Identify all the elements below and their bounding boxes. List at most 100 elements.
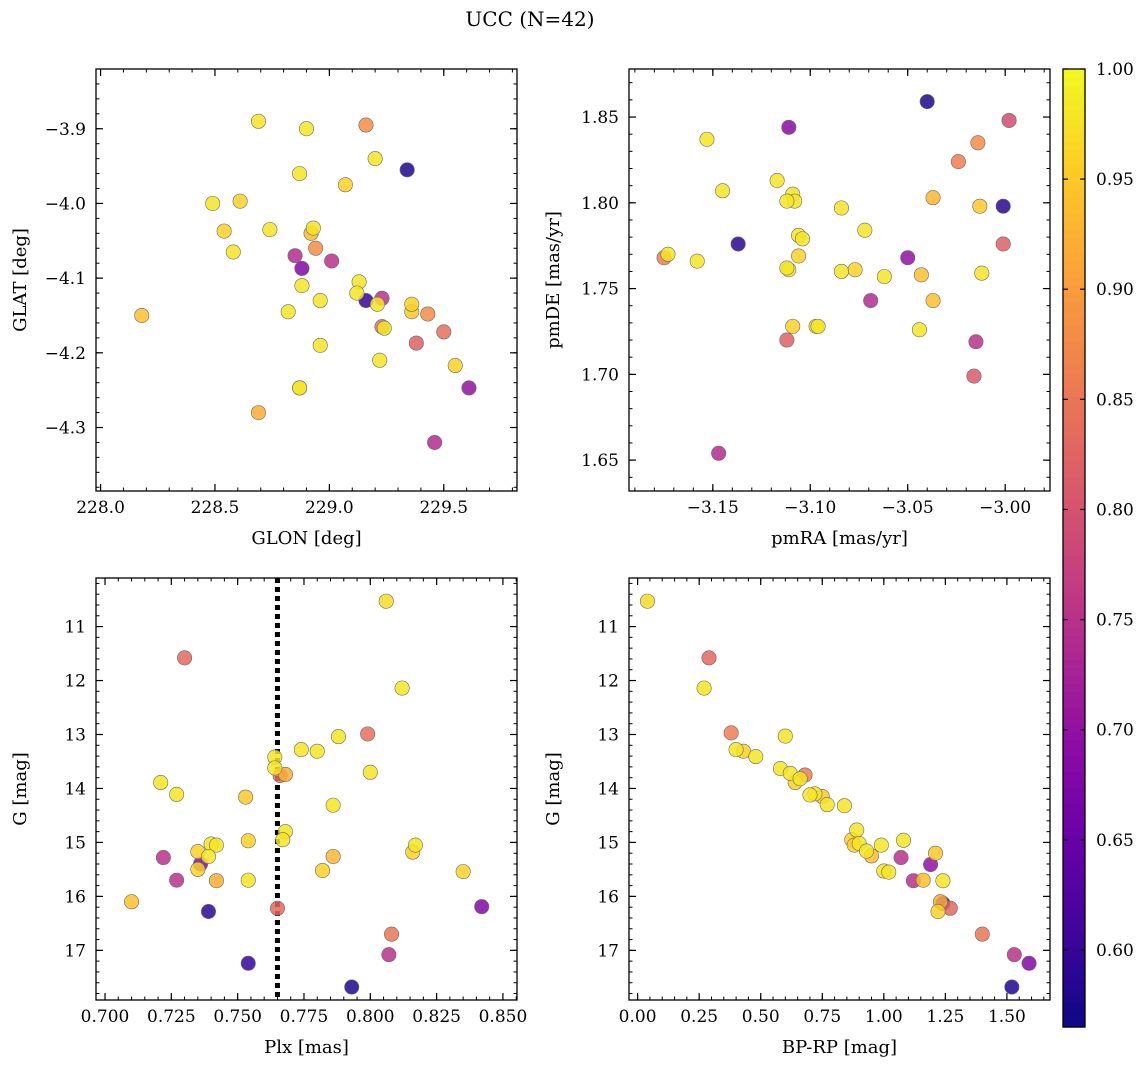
colorbar-tick-label: 0.85 (1096, 390, 1134, 410)
data-point (325, 848, 341, 864)
colorbar-segment (1063, 476, 1085, 485)
data-point (896, 832, 912, 848)
data-point (1001, 112, 1017, 128)
y-tick-label: 15 (597, 833, 619, 853)
data-point (153, 775, 169, 791)
y-tick-label: 11 (597, 618, 619, 638)
colorbar-segment (1063, 140, 1085, 150)
x-tick-label: 0.750 (213, 1007, 262, 1027)
colorbar-segment (1063, 851, 1085, 860)
x-axis-label: BP-RP [mag] (782, 1037, 897, 1058)
colorbar-segment (1063, 1003, 1085, 1012)
data-point (330, 729, 346, 745)
colorbar-segment (1063, 755, 1085, 765)
colorbar-segment (1063, 492, 1085, 501)
data-point (777, 728, 793, 744)
data-point (250, 113, 266, 129)
data-point (369, 296, 385, 312)
colorbar-segment (1063, 787, 1085, 797)
y-tick-label: 16 (597, 887, 619, 907)
x-tick-label: 0.850 (479, 1007, 528, 1027)
y-tick-label: 17 (64, 941, 86, 961)
colorbar-segment (1063, 827, 1085, 836)
data-point (950, 154, 966, 170)
data-point (699, 131, 715, 147)
data-point (367, 151, 383, 167)
colorbar-segment (1063, 891, 1085, 900)
data-point (455, 864, 471, 880)
colorbar-segment (1063, 100, 1085, 110)
data-point (925, 293, 941, 309)
x-tick-label: −3.00 (979, 498, 1031, 518)
colorbar-segment (1063, 244, 1085, 254)
data-point (1021, 955, 1037, 971)
x-tick-label: −3.10 (784, 498, 836, 518)
colorbar-segment (1063, 212, 1085, 222)
data-point (216, 223, 232, 239)
data-point (381, 947, 397, 963)
y-tick-label: 15 (64, 833, 86, 853)
colorbar-segment (1063, 428, 1085, 437)
colorbar-segment (1063, 963, 1085, 972)
data-point (200, 848, 216, 864)
colorbar-segment (1063, 516, 1085, 525)
panel-plx-g: 0.700 0.725 0.750 0.775 0.800 0.825 0.850 11 12 1… (10, 577, 528, 1058)
data-point (915, 872, 931, 888)
y-axis-label: GLAT [deg] (10, 228, 31, 332)
y-tick-label: 1.85 (581, 108, 619, 128)
y-tick-label: 17 (597, 941, 619, 961)
axes-frame (628, 68, 1051, 492)
data-point (358, 117, 374, 133)
colorbar-segment (1063, 707, 1085, 717)
data-point (995, 236, 1011, 252)
colorbar-segment (1063, 659, 1085, 669)
colorbar-segment (1063, 899, 1085, 908)
data-point (836, 798, 852, 814)
y-axis-label: G [mag] (10, 752, 31, 825)
data-point (205, 195, 221, 211)
data-point (155, 850, 171, 866)
data-point (208, 873, 224, 889)
x-axis-label: pmRA [mas/yr] (771, 528, 908, 549)
data-point (134, 307, 150, 323)
data-point (876, 269, 892, 285)
colorbar-segment (1063, 404, 1085, 413)
colorbar-segment (1063, 180, 1085, 190)
data-point (240, 872, 256, 888)
data-point (309, 743, 325, 759)
colorbar-segment (1063, 915, 1085, 924)
colorbar-segment (1063, 555, 1085, 565)
colorbar-segment (1063, 300, 1085, 310)
colorbar-segment (1063, 76, 1085, 86)
data-point (349, 285, 365, 301)
colorbar-segment (1063, 683, 1085, 693)
data-point (723, 725, 739, 741)
colorbar-tick-label: 0.90 (1096, 280, 1134, 300)
colorbar-segment (1063, 540, 1085, 549)
colorbar-segment (1063, 308, 1085, 318)
data-point (833, 200, 849, 216)
x-tick-label: 0.700 (81, 1007, 130, 1027)
x-tick-label: 0.725 (147, 1007, 196, 1027)
data-point (240, 833, 256, 849)
colorbar-segment (1063, 739, 1085, 749)
colorbar-segment (1063, 532, 1085, 541)
x-tick-label: 0.00 (619, 1007, 657, 1027)
colorbar-segment (1063, 867, 1085, 876)
data-point (250, 405, 266, 421)
data-point (404, 296, 420, 312)
data-point (447, 358, 463, 374)
x-tick-label: 228.5 (191, 498, 240, 518)
colorbar-segment (1063, 444, 1085, 453)
colorbar-segment (1063, 164, 1085, 174)
colorbar-segment (1063, 420, 1085, 429)
colorbar-segment (1063, 931, 1085, 940)
x-tick-label: 0.25 (680, 1007, 718, 1027)
colorbar-segment (1063, 316, 1085, 326)
data-point (169, 786, 185, 802)
colorbar-tick-label: 0.95 (1096, 170, 1134, 190)
colorbar-segment (1063, 699, 1085, 709)
data-point (240, 955, 256, 971)
data-point (974, 926, 990, 942)
